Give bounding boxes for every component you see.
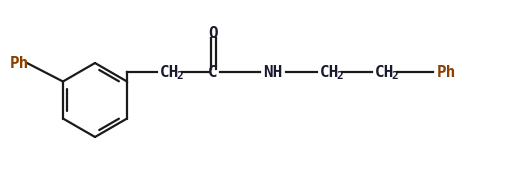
Text: O: O: [208, 25, 218, 40]
Text: Ph: Ph: [437, 64, 456, 79]
Text: 2: 2: [391, 71, 398, 81]
Text: 2: 2: [336, 71, 343, 81]
Text: CH: CH: [375, 64, 394, 79]
Text: NH: NH: [263, 64, 282, 79]
Text: CH: CH: [160, 64, 179, 79]
Text: CH: CH: [320, 64, 339, 79]
Text: Ph: Ph: [10, 55, 29, 71]
Text: C: C: [208, 64, 218, 79]
Text: 2: 2: [176, 71, 183, 81]
